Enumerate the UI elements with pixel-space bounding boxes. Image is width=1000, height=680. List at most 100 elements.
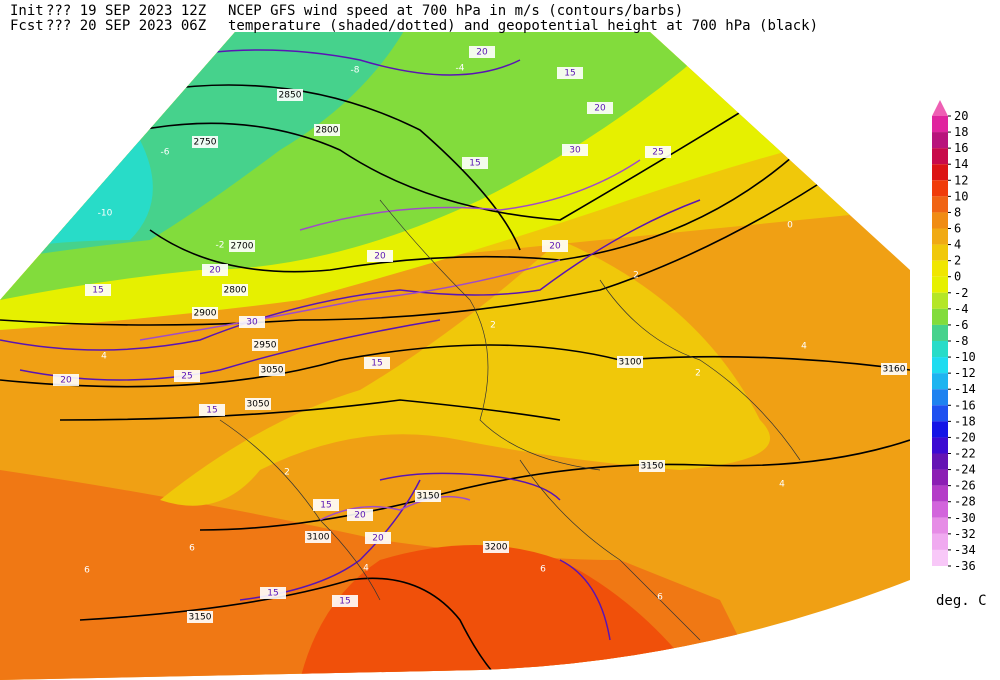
wind-label-bg	[239, 316, 265, 328]
init-label: Init	[10, 3, 44, 19]
shade-mild-2	[160, 240, 770, 506]
temperature-label: 6	[540, 565, 546, 575]
height-label-bg	[259, 364, 285, 376]
height-label-bg	[639, 460, 665, 472]
temperature-label: -10	[98, 209, 113, 219]
wind-label-bg	[332, 595, 358, 607]
wind-label: 15	[267, 589, 278, 599]
height-label: 3200	[485, 543, 508, 553]
wind-label-bg	[347, 509, 373, 521]
colorbar-tick-label: 0	[954, 270, 961, 284]
temperature-label: 6	[189, 544, 195, 554]
height-label: 2850	[279, 91, 302, 101]
temperature-label: 6	[84, 566, 90, 576]
colorbar-tick-label: -12	[954, 366, 976, 380]
temperature-label: 2	[284, 468, 290, 478]
temperature-label: -8	[351, 66, 360, 76]
height-label-bg	[245, 398, 271, 410]
wind-label: 20	[594, 104, 606, 114]
colorbar-tick-label: -34	[954, 543, 976, 557]
wind-label: 25	[652, 148, 663, 158]
wind-label: 15	[320, 501, 331, 511]
colorbar-tick-label: -4	[954, 302, 968, 316]
colorbar-tick-label: 8	[954, 205, 961, 219]
height-label-bg	[222, 284, 248, 296]
temperature-label: -4	[456, 64, 465, 74]
colorbar-box	[932, 453, 948, 470]
wind-label-bg	[542, 240, 568, 252]
colorbar-box	[932, 357, 948, 374]
colorbar-tick-label: -20	[954, 430, 976, 444]
colorbar-box	[932, 148, 948, 165]
colorbar-box	[932, 421, 948, 438]
wind-label: 15	[469, 159, 480, 169]
wind-label-bg	[562, 144, 588, 156]
height-label-bg	[252, 339, 278, 351]
temperature-label: -6	[161, 148, 170, 158]
colorbar-tick-label: -8	[954, 334, 968, 348]
colorbar-tick-label: 14	[954, 157, 968, 171]
wind-label: 15	[206, 406, 217, 416]
height-label-bg	[881, 363, 907, 375]
shade-coldest	[0, 133, 153, 250]
wind-label: 30	[246, 318, 258, 328]
colorbar-box	[932, 501, 948, 518]
wind-label: 25	[181, 372, 192, 382]
wind-label: 20	[60, 376, 72, 386]
wind-label-bg	[53, 374, 79, 386]
wind-label: 20	[549, 242, 561, 252]
colorbar-box	[932, 373, 948, 390]
colorbar-box	[932, 292, 948, 309]
colorbar-box	[932, 244, 948, 261]
height-label: 2800	[316, 126, 339, 136]
temperature-label: 0	[787, 221, 793, 231]
colorbar-box	[932, 405, 948, 422]
wind-label: 20	[372, 534, 384, 544]
wind-label: 20	[354, 511, 366, 521]
height-contours	[0, 84, 910, 680]
colorbar-box	[932, 212, 948, 229]
colorbar-tick-label: -16	[954, 398, 976, 412]
fcst-run: ??? 20 SEP 2023 06Z	[46, 18, 206, 34]
colorbar-box	[932, 533, 948, 550]
wind-label: 15	[339, 597, 350, 607]
height-label-bg	[187, 611, 213, 623]
wind-label-bg	[645, 146, 671, 158]
colorbar-tick-label: -14	[954, 382, 976, 396]
colorbar-box	[932, 180, 948, 197]
temperature-label: 4	[779, 480, 785, 490]
title-line-1: NCEP GFS wind speed at 700 hPa in m/s (c…	[228, 3, 683, 19]
colorbar-tick-label: 20	[954, 109, 968, 123]
temperature-label: -2	[216, 241, 225, 251]
height-label: 3160	[883, 365, 906, 375]
height-label-bg	[192, 136, 218, 148]
colorbar-tick-label: 2	[954, 254, 961, 268]
wind-label-bg	[313, 499, 339, 511]
wind-label: 15	[371, 359, 382, 369]
colorbar-box	[932, 469, 948, 486]
title-line-2: temperature (shaded/dotted) and geopoten…	[228, 18, 818, 34]
height-label: 3150	[417, 492, 440, 502]
colorbar: 20181614121086420-2-4-6-8-10-12-14-16-18…	[932, 100, 976, 573]
header: Init ??? 19 SEP 2023 12Z NCEP GFS wind s…	[10, 3, 818, 34]
height-label: 3150	[189, 613, 212, 623]
wind-label-bg	[469, 46, 495, 58]
wind-label-bg	[462, 157, 488, 169]
wind-label-bg	[85, 284, 111, 296]
temperature-label: 4	[101, 352, 107, 362]
colorbar-box	[932, 228, 948, 245]
height-label: 3050	[247, 400, 270, 410]
height-label-bg	[277, 89, 303, 101]
height-label: 3150	[641, 462, 664, 472]
colorbar-tick-label: 4	[954, 238, 961, 252]
colorbar-box	[932, 132, 948, 149]
height-label: 2700	[231, 242, 254, 252]
colorbar-tick-label: -22	[954, 447, 976, 461]
colorbar-tick-label: 16	[954, 141, 968, 155]
wind-label-bg	[260, 587, 286, 599]
colorbar-box	[932, 116, 948, 133]
colorbar-tick-label: -2	[954, 286, 968, 300]
colorbar-unit: deg. C	[936, 593, 987, 609]
colorbar-tick-label: -24	[954, 463, 976, 477]
